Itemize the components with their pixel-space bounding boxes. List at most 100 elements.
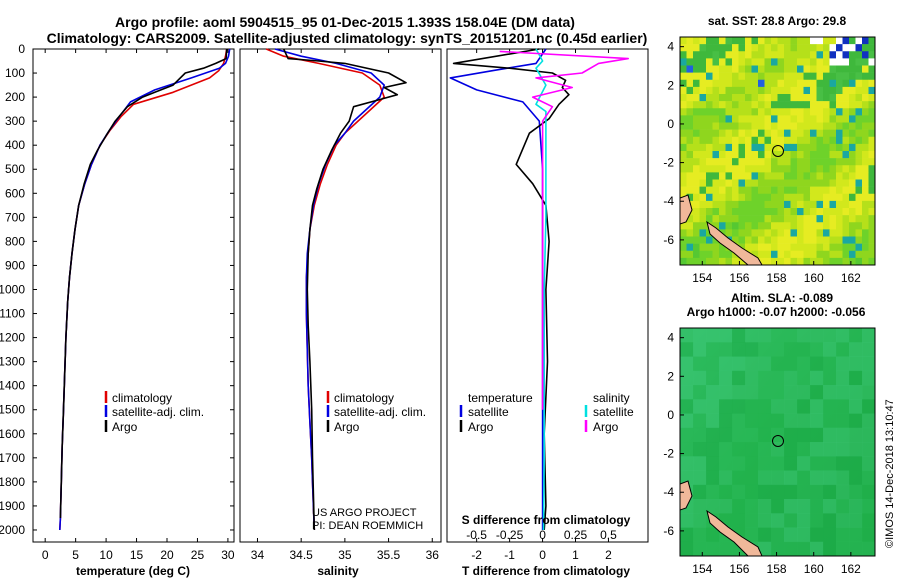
sst-cell <box>680 257 687 265</box>
sst-cell <box>855 158 863 166</box>
sst-cell <box>868 51 875 59</box>
sla-cell <box>862 413 875 429</box>
sst-cell <box>829 79 837 88</box>
sla-cell <box>810 413 824 429</box>
sla-cell <box>745 385 759 400</box>
map-x-tick-label: 160 <box>804 271 824 285</box>
sst-cell <box>751 122 759 130</box>
sst-cell <box>745 179 752 187</box>
sst-cell <box>693 51 700 59</box>
sst-cell <box>680 37 687 45</box>
sla-cell <box>719 385 733 400</box>
sla-cell <box>693 413 707 429</box>
sst-cell <box>784 165 791 173</box>
sst-cell <box>699 229 707 237</box>
sst-cell <box>823 165 830 173</box>
sla-cell <box>719 427 733 443</box>
sla-cell <box>797 484 811 500</box>
x2-tick-label: -0.5 <box>466 528 487 542</box>
sst-cell <box>790 172 798 180</box>
sla-cell <box>797 413 811 429</box>
sst-cell <box>738 229 746 237</box>
sla-cell <box>732 399 746 414</box>
sst-cell <box>686 108 694 116</box>
map-x-tick-label: 162 <box>841 562 861 576</box>
sst-cell <box>712 65 720 73</box>
sla-cell <box>823 527 837 543</box>
sst-cell <box>693 79 700 88</box>
sst-cell <box>855 108 863 116</box>
sst-cell <box>784 101 791 109</box>
sst-cell <box>719 215 726 223</box>
sst-cell <box>751 94 759 102</box>
sst-cell <box>784 143 791 152</box>
sst-cell <box>862 115 869 123</box>
sst-cell <box>849 179 856 187</box>
header-line2: Climatology: CARS2009. Satellite-adjuste… <box>47 30 648 46</box>
sst-cell <box>803 58 811 66</box>
sst-cell <box>686 122 694 130</box>
sst-cell <box>849 208 856 216</box>
sst-cell <box>797 208 804 216</box>
sst-cell <box>712 200 720 209</box>
sst-cell <box>693 179 700 187</box>
sst-cell <box>862 143 869 152</box>
sst-cell <box>842 222 850 230</box>
sla-cell <box>862 399 875 414</box>
sla-cell <box>771 499 785 514</box>
sst-cell <box>712 101 720 109</box>
sla-cell <box>706 484 720 500</box>
sst-cell <box>849 151 856 159</box>
sst-cell <box>771 115 778 123</box>
sst-cell <box>680 101 687 109</box>
sst-cell <box>823 65 830 73</box>
sst-cell <box>706 122 713 130</box>
sst-cell <box>771 222 778 230</box>
sst-cell <box>745 129 752 138</box>
sst-cell <box>758 200 765 209</box>
sla-cell <box>810 399 824 414</box>
sst-cell <box>862 236 869 244</box>
sla-cell <box>680 385 694 400</box>
sla-cell <box>797 527 811 543</box>
sst-cell <box>855 186 863 195</box>
sst-cell <box>680 115 687 123</box>
sst-cell <box>719 79 726 88</box>
sst-cell <box>712 208 720 216</box>
sst-cell <box>797 172 804 180</box>
depth-tick-label: 400 <box>5 138 25 152</box>
sla-cell <box>693 541 707 556</box>
sst-cell <box>823 250 830 259</box>
sst-cell <box>764 51 772 59</box>
sst-cell <box>836 250 843 259</box>
sla-cell <box>758 541 772 556</box>
sla-cell <box>758 342 772 357</box>
sst-cell <box>680 65 687 73</box>
sst-cell <box>797 222 804 230</box>
sst-cell <box>745 101 752 109</box>
sla-argo-marker <box>772 435 784 447</box>
sst-cell <box>868 236 875 244</box>
sst-cell <box>784 186 791 195</box>
sst-cell <box>699 79 707 88</box>
sla-cell <box>797 328 811 343</box>
sst-cell <box>790 222 798 230</box>
sst-cell <box>732 136 739 145</box>
sla-cell <box>706 399 720 414</box>
sst-cell <box>693 158 700 166</box>
sla-cell <box>693 442 707 457</box>
sst-cell <box>810 65 817 73</box>
sst-cell <box>758 44 765 52</box>
sst-cell <box>842 243 850 252</box>
sla-cell <box>719 399 733 414</box>
sst-cell <box>849 44 856 52</box>
sla-cell <box>693 470 707 486</box>
sst-cell <box>712 222 720 230</box>
sst-cell <box>849 108 856 116</box>
sla-cell <box>719 470 733 486</box>
sst-cell <box>693 115 700 123</box>
sst-cell <box>797 257 804 265</box>
sst-cell <box>738 200 746 209</box>
sst-cell <box>706 129 713 138</box>
sla-cell <box>862 385 875 400</box>
